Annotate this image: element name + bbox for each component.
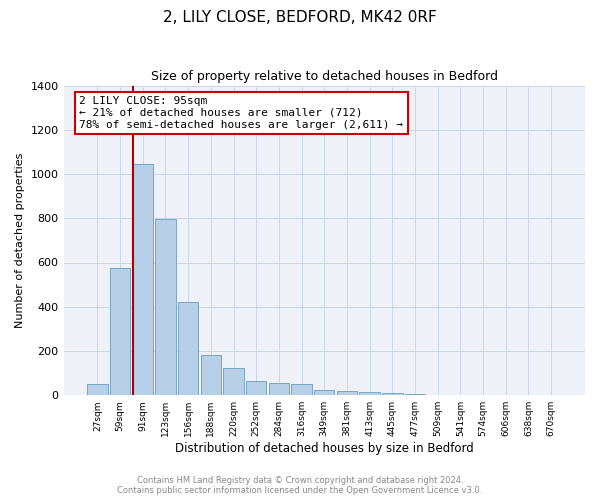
Bar (382, 393, 403, 395)
Bar (87, 384, 107, 395)
Bar (200, 356, 221, 395)
Bar (314, 390, 334, 395)
Bar (359, 392, 380, 395)
Bar (292, 384, 312, 395)
Bar (223, 368, 244, 395)
Bar (110, 268, 130, 395)
Bar (337, 391, 357, 395)
Text: 2 LILY CLOSE: 95sqm
← 21% of detached houses are smaller (712)
78% of semi-detac: 2 LILY CLOSE: 95sqm ← 21% of detached ho… (79, 96, 403, 130)
Bar (269, 383, 289, 395)
Bar (246, 381, 266, 395)
Bar (178, 302, 199, 395)
Text: 2, LILY CLOSE, BEDFORD, MK42 0RF: 2, LILY CLOSE, BEDFORD, MK42 0RF (163, 10, 437, 25)
X-axis label: Distribution of detached houses by size in Bedford: Distribution of detached houses by size … (175, 442, 473, 455)
Text: Contains HM Land Registry data © Crown copyright and database right 2024.
Contai: Contains HM Land Registry data © Crown c… (118, 476, 482, 495)
Title: Size of property relative to detached houses in Bedford: Size of property relative to detached ho… (151, 70, 498, 83)
Bar (155, 220, 176, 395)
Y-axis label: Number of detached properties: Number of detached properties (15, 152, 25, 328)
Bar (405, 394, 425, 395)
Bar (133, 164, 153, 395)
